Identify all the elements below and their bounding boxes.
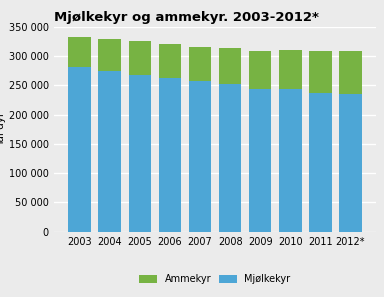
Bar (279, 89, 301, 232)
Bar (159, 44, 181, 78)
Bar (309, 94, 331, 232)
Bar (99, 71, 121, 232)
Bar (219, 48, 242, 84)
Bar (249, 89, 271, 232)
Bar (249, 51, 271, 89)
Y-axis label: Tal dyr: Tal dyr (0, 112, 6, 146)
Bar (309, 51, 331, 94)
Bar (129, 41, 151, 75)
Bar (279, 50, 301, 89)
Text: Mjølkekyr og ammekyr. 2003-2012*: Mjølkekyr og ammekyr. 2003-2012* (54, 11, 319, 24)
Bar (129, 75, 151, 232)
Bar (219, 84, 242, 232)
Bar (339, 94, 362, 232)
Bar (68, 67, 91, 232)
Bar (159, 78, 181, 232)
Bar (189, 47, 211, 80)
Bar (189, 80, 211, 232)
Legend: Ammekyr, Mjølkekyr: Ammekyr, Mjølkekyr (139, 274, 291, 284)
Bar (99, 39, 121, 71)
Bar (68, 37, 91, 67)
Bar (339, 51, 362, 94)
